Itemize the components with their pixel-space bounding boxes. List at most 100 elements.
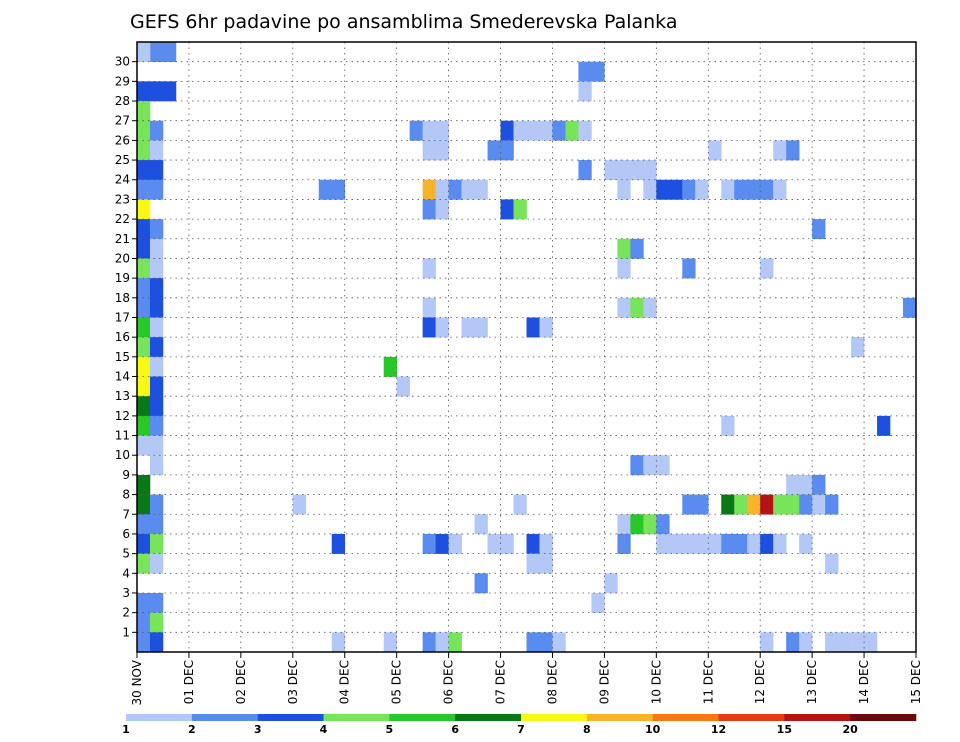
- heatmap-cell: [137, 258, 151, 279]
- heatmap-cell: [578, 81, 592, 102]
- heatmap-cell: [721, 533, 735, 554]
- heatmap-cell: [137, 415, 151, 436]
- y-tick-label: 7: [122, 507, 130, 521]
- heatmap-cell: [137, 612, 151, 633]
- heatmap-cell: [643, 297, 657, 318]
- heatmap-cell: [591, 61, 605, 82]
- y-tick-label: 15: [115, 350, 130, 364]
- legend-label: 1: [122, 723, 130, 736]
- heatmap-cell: [526, 553, 540, 574]
- x-tick-label: 09 DEC: [597, 660, 611, 704]
- heatmap-cell: [422, 632, 436, 653]
- legend-swatch: [718, 714, 785, 721]
- y-tick-label: 17: [115, 310, 130, 324]
- heatmap-cell: [137, 435, 151, 456]
- heatmap-cell: [137, 533, 151, 554]
- heatmap-cell: [578, 120, 592, 141]
- x-tick-label: 13 DEC: [805, 660, 819, 704]
- heatmap-cell: [643, 514, 657, 535]
- heatmap-cell: [149, 81, 164, 102]
- heatmap-cell: [137, 140, 151, 161]
- heatmap-cell: [149, 278, 164, 299]
- y-tick-label: 14: [115, 370, 130, 384]
- heatmap-cell: [500, 533, 514, 554]
- heatmap-cell: [773, 140, 787, 161]
- y-tick-label: 21: [115, 232, 130, 246]
- legend-swatch: [586, 714, 653, 721]
- heatmap-cell: [552, 632, 566, 653]
- y-tick-label: 13: [115, 389, 130, 403]
- x-tick-label: 06 DEC: [442, 660, 456, 704]
- legend-swatch: [323, 714, 390, 721]
- heatmap-cell: [422, 140, 436, 161]
- x-tick-label: 08 DEC: [545, 660, 559, 704]
- heatmap-cell: [734, 179, 748, 200]
- heatmap-cell: [526, 317, 540, 338]
- heatmap-cell: [734, 494, 748, 515]
- heatmap-cell: [331, 179, 346, 200]
- heatmap-cell: [526, 120, 540, 141]
- heatmap-cell: [721, 494, 735, 515]
- heatmap-cell: [604, 160, 618, 181]
- heatmap-cell: [682, 494, 696, 515]
- heatmap-cell: [435, 140, 449, 161]
- heatmap-cell: [137, 238, 151, 259]
- heatmap-cell: [149, 179, 164, 200]
- heatmap-cell: [799, 632, 813, 653]
- heatmap-cell: [422, 258, 436, 279]
- heatmap-cell: [137, 474, 151, 495]
- heatmap-cell: [435, 632, 449, 653]
- heatmap-cell: [513, 494, 527, 515]
- heatmap-cell: [630, 297, 644, 318]
- heatmap-cell: [799, 474, 813, 495]
- heatmap-cell: [851, 632, 865, 653]
- heatmap-cell: [331, 632, 346, 653]
- heatmap-cell: [773, 179, 787, 200]
- heatmap-cell: [669, 179, 683, 200]
- heatmap-cell: [656, 533, 670, 554]
- x-tick-label: 30 NOV: [130, 659, 144, 705]
- heatmap-cell: [149, 160, 164, 181]
- legend-swatch: [521, 714, 588, 721]
- heatmap-cell: [617, 238, 631, 259]
- heatmap-cell: [149, 258, 164, 279]
- heatmap-cell: [435, 120, 449, 141]
- heatmap-cell: [292, 494, 307, 515]
- heatmap-cell: [630, 455, 644, 476]
- heatmap-cell: [539, 632, 553, 653]
- heatmap-cell: [137, 553, 151, 574]
- heatmap-cell: [137, 356, 151, 377]
- heatmap-cell: [526, 533, 540, 554]
- heatmap-cell: [149, 533, 164, 554]
- heatmap-cell: [773, 533, 787, 554]
- heatmap-cell: [773, 494, 787, 515]
- heatmap-cell: [786, 494, 800, 515]
- heatmap-cell: [812, 219, 826, 240]
- heatmap-cell: [578, 160, 592, 181]
- heatmap-cell: [526, 632, 540, 653]
- heatmap-cell: [149, 238, 164, 259]
- heatmap-cells: [137, 42, 917, 653]
- heatmap-cell: [786, 632, 800, 653]
- heatmap-cell: [656, 514, 670, 535]
- y-tick-label: 4: [122, 566, 130, 580]
- heatmap-cell: [799, 494, 813, 515]
- heatmap-cell: [656, 455, 670, 476]
- heatmap-cell: [747, 179, 761, 200]
- heatmap-cell: [383, 632, 397, 653]
- legend-swatch: [191, 714, 258, 721]
- heatmap-cell: [162, 42, 177, 62]
- heatmap-cell: [903, 297, 917, 318]
- y-tick-label: 16: [115, 330, 130, 344]
- heatmap-cell: [760, 494, 774, 515]
- heatmap-cell: [539, 317, 553, 338]
- heatmap-cell: [825, 553, 839, 574]
- heatmap-cell: [383, 356, 397, 377]
- heatmap-cell: [448, 632, 462, 653]
- legend-swatch: [126, 714, 193, 721]
- heatmap-cell: [331, 533, 346, 554]
- y-tick-label: 5: [122, 547, 130, 561]
- heatmap-cell: [435, 533, 449, 554]
- y-tick-label: 28: [115, 94, 130, 108]
